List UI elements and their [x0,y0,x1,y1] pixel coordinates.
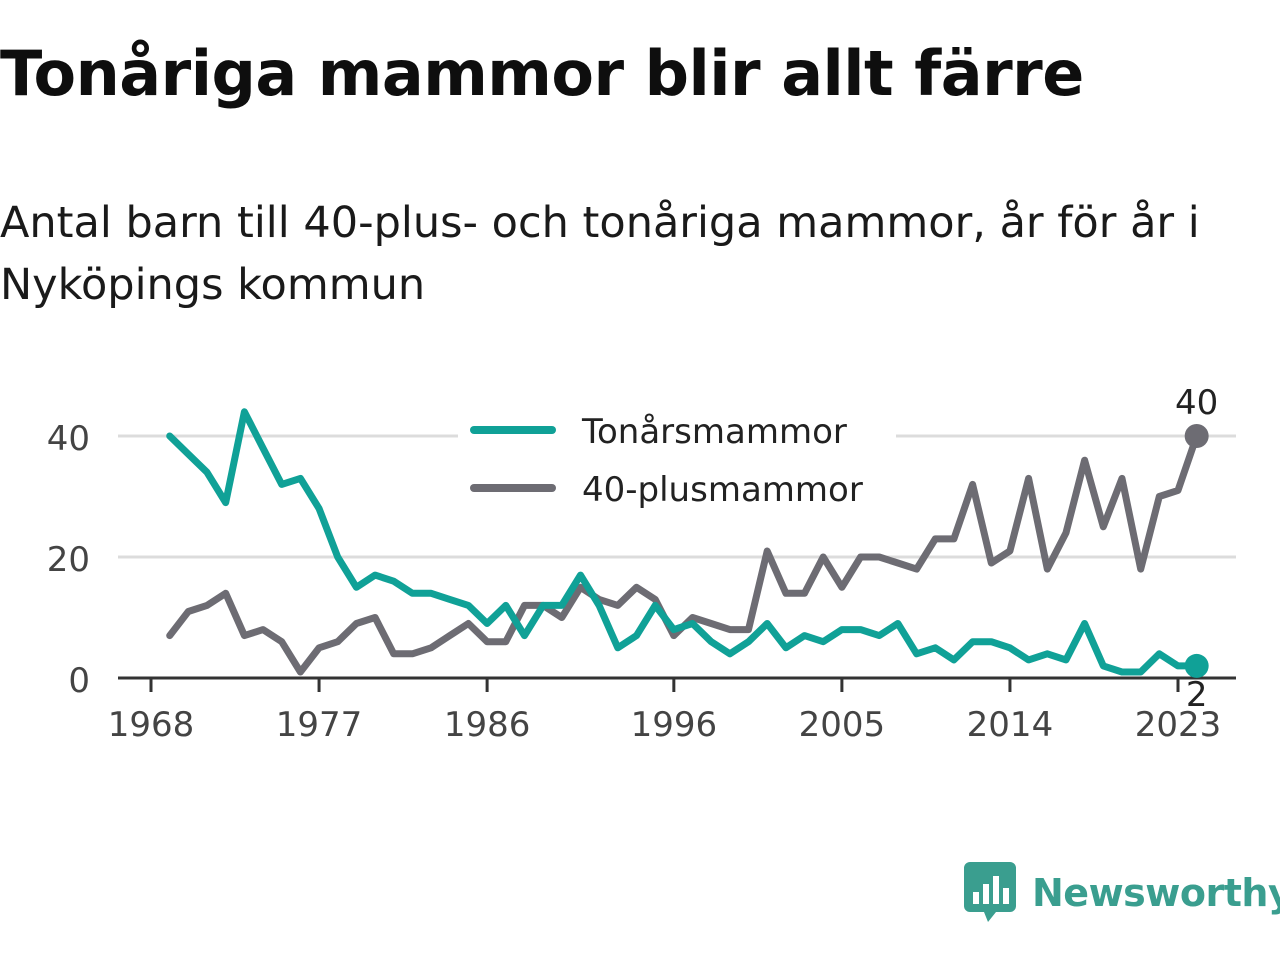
chart-title: Tonåriga mammor blir allt färre [0,37,1084,110]
y-tick-label-0: 0 [68,661,90,701]
end-label-40-plusmammor: 40 [1175,383,1218,423]
x-tick-label-2014: 2014 [967,705,1054,745]
series-line-tonarsmammor [166,408,1201,676]
end-marker-40-plusmammor [1184,424,1209,448]
end-label-tonarsmammor: 2 [1186,675,1208,715]
legend-label-tonarsmammor: Tonårsmammor [581,412,847,452]
newsworthy-logo-text: Newsworthy [1032,871,1280,915]
x-tick-label-2023: 2023 [1135,705,1222,745]
x-tick-label-1996: 1996 [631,705,718,745]
x-tick-label-1968: 1968 [108,705,195,745]
legend-label-40-plusmammor: 40-plusmammor [582,470,863,510]
y-tick-label-20: 20 [47,540,90,580]
newsworthy-logo: Newsworthy [964,862,1280,924]
x-tick-label-2005: 2005 [799,705,886,745]
end-marker-tonarsmammor [1184,653,1209,678]
y-tick-label-40: 40 [47,419,90,459]
x-tick-label-1977: 1977 [276,705,363,745]
chart-subtitle: Antal barn till 40-plus- och tonåriga ma… [0,198,1200,310]
newsworthy-logo-icon [964,862,1016,922]
line-chart: 0 20 40 1968 1977 1986 1996 2005 2014 2023 40 2 Tonå… [47,383,1236,745]
x-tick-label-1986: 1986 [444,705,531,745]
legend-background [458,404,896,514]
